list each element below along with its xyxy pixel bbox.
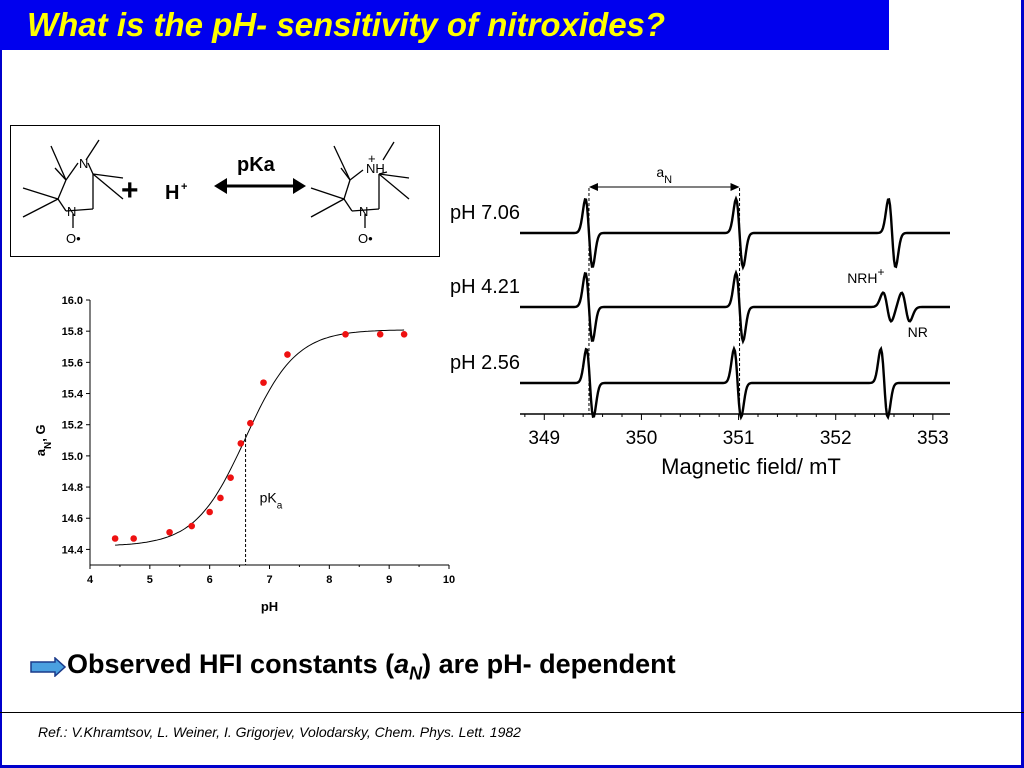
y-axis-label: aN, G	[33, 424, 54, 456]
data-point	[130, 535, 137, 542]
epr-plot-area: pH 7.06 pH 4.21 NRH+ NR pH 2.56 aN 349 350 351 35…	[450, 164, 950, 479]
pka-label: pKa	[237, 154, 276, 176]
reference: Ref.: V.Khramtsov, L. Weiner, I. Grigorj…	[38, 724, 521, 740]
data-point	[342, 330, 349, 338]
conclusion-text: Observed HFI constants (aN) are pH- depe…	[67, 649, 676, 684]
y-tick-label: 15.8	[62, 326, 83, 338]
nrh-label: NRH+	[847, 265, 884, 286]
x-tick-label: 353	[917, 428, 949, 449]
left-n-top: N	[79, 156, 88, 171]
y-tick-label: 14.8	[62, 482, 83, 494]
spectrum-trace	[520, 195, 950, 271]
y-tick-label: 16.0	[62, 295, 83, 307]
right-arrow-icon	[30, 657, 66, 677]
x-axis-label: Magnetic field/ mT	[661, 454, 841, 479]
y-tick-label: 14.6	[62, 513, 83, 525]
y-tick-label: 15.2	[62, 420, 83, 432]
x-tick-label: 349	[528, 428, 560, 449]
data-point	[260, 379, 267, 386]
reaction-scheme: N N O• + H + pKa	[10, 125, 440, 257]
data-point	[227, 474, 234, 482]
proton: H	[165, 182, 179, 204]
data-point	[217, 494, 224, 502]
slide-title: What is the pH- sensitivity of nitroxide…	[27, 6, 666, 43]
proton-charge: +	[181, 181, 187, 193]
right-n-bottom: N	[359, 204, 368, 219]
y-tick-label: 15.0	[62, 451, 83, 463]
data-point	[247, 419, 254, 427]
data-point	[237, 440, 245, 447]
nr-label: NR	[908, 324, 928, 340]
right-oxyl: O•	[358, 231, 373, 246]
data-point	[284, 351, 291, 358]
x-tick-label: 352	[820, 428, 852, 449]
frame-bottom-border	[0, 765, 1024, 768]
footer-divider	[0, 712, 1024, 713]
y-tick-label: 15.6	[62, 357, 83, 369]
titration-plot-area: 14.4 14.6 14.8 15.0 15.2 15.4 15.6 15.8 16.0 4 5 6 7…	[33, 295, 455, 614]
title-bar: What is the pH- sensitivity of nitroxide…	[0, 0, 889, 50]
x-tick-label: 6	[207, 574, 213, 586]
x-tick-label: 350	[626, 428, 658, 449]
left-n-bottom: N	[67, 204, 76, 219]
reaction-scheme-svg: N N O• + H + pKa	[22, 139, 410, 246]
spectrum-label: pH 2.56	[450, 352, 520, 374]
x-tick-label: 10	[443, 574, 455, 586]
conclusion-after: ) are pH- dependent	[422, 649, 676, 679]
data-point	[111, 535, 119, 542]
data-point	[166, 528, 173, 536]
spectrum-trace	[520, 269, 950, 345]
frame-right-border	[1021, 0, 1024, 768]
conclusion-a-sub: N	[409, 663, 423, 684]
an-label: aN	[656, 164, 672, 186]
conclusion-a: a	[394, 649, 410, 679]
data-point	[188, 522, 196, 530]
x-tick-label: 9	[386, 574, 392, 586]
conclusion-before: Observed HFI constants (	[67, 649, 395, 679]
plus-sign: +	[121, 174, 139, 207]
data-point	[376, 330, 384, 338]
an-arrow-head-right	[730, 183, 740, 191]
x-tick-label: 4	[87, 574, 94, 586]
epr-spectra-chart: pH 7.06 pH 4.21 NRH+ NR pH 2.56 aN 349 350 351 35…	[450, 164, 950, 479]
spectrum-label: pH 4.21	[450, 276, 520, 298]
fit-curve	[115, 329, 405, 546]
x-tick-label: 351	[723, 428, 755, 449]
data-point	[400, 330, 408, 338]
x-tick-label: 8	[326, 574, 332, 586]
an-arrow-head-left	[588, 183, 598, 191]
y-tick-label: 14.4	[62, 544, 84, 556]
spectrum-label: pH 7.06	[450, 202, 520, 224]
x-axis-label: pH	[261, 599, 278, 614]
right-nh: NH	[366, 161, 385, 176]
right-nh-charge: +	[368, 151, 376, 166]
equilibrium-arrow	[214, 178, 306, 194]
y-tick-label: 15.4	[62, 389, 84, 401]
left-oxyl: O•	[66, 231, 81, 246]
x-tick-label: 5	[147, 574, 153, 586]
titration-chart: 14.4 14.6 14.8 15.0 15.2 15.4 15.6 15.8 16.0 4 5 6 7…	[33, 295, 455, 614]
x-tick-label: 7	[266, 574, 272, 586]
frame-left-border	[0, 50, 2, 768]
pka-annotation: pKa	[260, 490, 283, 512]
left-nitroxide-structure	[22, 139, 124, 228]
data-point	[206, 508, 213, 516]
right-nitroxide-structure	[310, 141, 410, 228]
spectrum-trace	[520, 345, 950, 421]
